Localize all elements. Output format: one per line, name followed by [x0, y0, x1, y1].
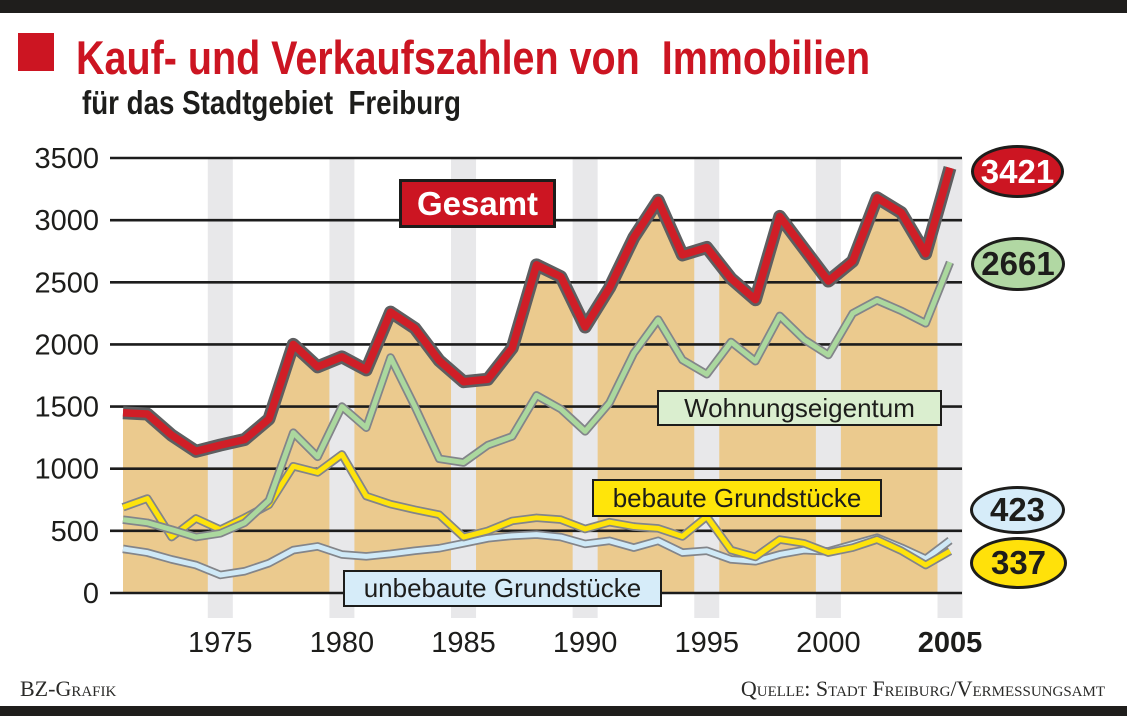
x-tick-label-1985: 1985	[431, 627, 496, 659]
graphic-credit: BZ-Grafik	[20, 676, 117, 701]
year-stripe-1975	[207, 158, 233, 618]
legend-bebaute-grundstuecke: bebaute Grundstücke	[592, 479, 882, 517]
series-line-wohnungseigentum	[122, 261, 953, 540]
bottom-rule-bar	[0, 706, 1127, 716]
x-tick-label-2000: 2000	[796, 627, 861, 659]
x-tick-label-1995: 1995	[675, 627, 740, 659]
x-tick-label-1980: 1980	[310, 627, 375, 659]
legend-gesamt: Gesamt	[399, 179, 556, 228]
y-tick-label-3500: 3500	[34, 143, 99, 175]
y-tick-label-2500: 2500	[34, 267, 99, 299]
top-rule-bar	[0, 0, 1127, 13]
y-tick-label-3000: 3000	[34, 205, 99, 237]
x-tick-label-1990: 1990	[553, 627, 618, 659]
year-stripe-2000	[815, 158, 841, 618]
page-title: Kauf- und Verkaufszahlen von Immobilien	[76, 31, 871, 84]
x-tick-label-1975: 1975	[188, 627, 253, 659]
y-tick-label-500: 500	[51, 516, 99, 548]
y-tick-label-1500: 1500	[34, 392, 99, 424]
series-line-gesamt	[122, 166, 954, 456]
y-tick-label-0: 0	[83, 578, 99, 610]
year-stripe-1995	[694, 158, 720, 618]
title-bullet-square	[18, 33, 54, 71]
x-tick-label-2005: 2005	[918, 627, 983, 659]
year-stripe-1980	[329, 158, 355, 618]
page-subtitle: für das Stadtgebiet Freiburg	[82, 84, 461, 121]
legend-wohnungseigentum: Wohnungseigentum	[657, 390, 942, 426]
end-value-badge-wohnungseigentum: 2661	[971, 237, 1065, 291]
year-stripe-1990	[572, 158, 598, 618]
end-value-badge-bebaute: 337	[970, 537, 1067, 589]
end-value-badge-gesamt: 3421	[971, 145, 1064, 198]
source-credit: Quelle: Stadt Freiburg/Vermessungsamt	[740, 676, 1105, 701]
end-value-badge-unbebaute: 423	[970, 486, 1065, 534]
y-tick-label-1000: 1000	[34, 454, 99, 486]
y-tick-label-2000: 2000	[34, 329, 99, 361]
legend-unbebaute-grundstuecke: unbebaute Grundstücke	[343, 570, 662, 607]
